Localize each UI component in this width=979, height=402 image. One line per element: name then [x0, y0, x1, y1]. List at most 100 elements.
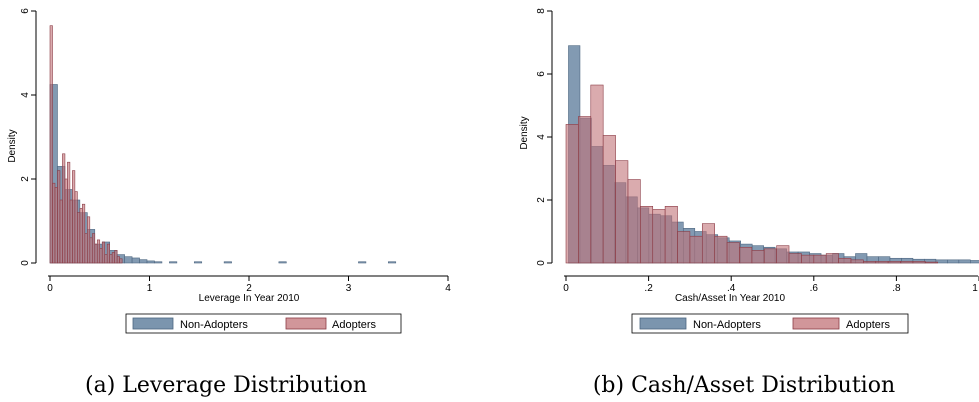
panel-b-xlabel: Cash/Asset In Year 2010: [675, 293, 786, 304]
bar-non-adopters: [223, 261, 232, 264]
panel-a-y-axis: 0 2 4 6: [20, 8, 37, 266]
x-tick-label: .2: [644, 283, 653, 294]
bar-adopters: [813, 254, 827, 264]
panel-a-legend-swatch-non-adopters: [132, 317, 174, 330]
x-tick-label: 0: [47, 283, 53, 294]
bar-adopters: [77, 212, 81, 264]
panel-b-y-axis: 0 2 4 6 8: [536, 8, 553, 266]
bar-adopters: [776, 245, 790, 264]
bar-adopters: [801, 254, 815, 264]
x-tick-label: 1: [147, 283, 153, 294]
panel-a-xlabel: Leverage In Year 2010: [199, 293, 300, 304]
bar-adopters: [96, 239, 101, 264]
bar-adopters: [714, 235, 728, 264]
bar-adopters: [104, 254, 108, 264]
bar-adopters: [116, 256, 120, 264]
bar-adopters: [664, 206, 678, 264]
bar-adopters: [863, 261, 877, 264]
panel-b-x-axis: 0 .2 .4 .6 .8 1: [563, 275, 979, 294]
panel-a-bars: [49, 25, 397, 264]
bar-adopters: [52, 182, 56, 264]
bar-non-adopters: [278, 261, 287, 264]
bar-adopters: [900, 261, 914, 264]
bar-adopters: [701, 223, 715, 264]
bar-adopters: [788, 253, 802, 264]
bar-adopters: [627, 179, 641, 264]
panel-a-caption: (a) Leverage Distribution: [85, 373, 367, 398]
bar-adopters: [689, 235, 703, 264]
bar-adopters: [54, 187, 58, 264]
bar-adopters: [82, 203, 86, 264]
panel-b-legend-swatch-non-adopters: [639, 317, 687, 330]
panel-b-caption: (b) Cash/Asset Distribution: [593, 373, 895, 398]
bar-adopters: [578, 116, 592, 264]
bar-adopters: [67, 161, 71, 264]
y-tick-label: 4: [20, 92, 31, 98]
y-tick-label: 6: [536, 71, 547, 77]
bar-adopters: [875, 261, 889, 264]
y-tick-label: 0: [20, 260, 31, 266]
bar-adopters: [94, 243, 98, 264]
panel-a-legend-box: [125, 313, 402, 334]
bar-adopters: [89, 237, 93, 264]
x-tick-label: 3: [346, 283, 352, 294]
bar-adopters: [74, 191, 78, 264]
bar-adopters: [111, 252, 115, 264]
bar-adopters: [763, 248, 777, 264]
bar-non-adopters: [154, 261, 163, 264]
panel-a-legend-swatch-adopters: [285, 317, 327, 330]
panel-b: 0 .2 .4 .6 .8 1 0 2 4 6 8 Cash/Asset In Year 2010…: [519, 8, 979, 398]
bar-non-adopters: [387, 261, 397, 264]
y-tick-label: 6: [20, 8, 31, 14]
bar-adopters: [57, 170, 61, 264]
y-tick-label: 0: [536, 260, 547, 266]
bar-adopters: [677, 231, 691, 264]
bar-non-adopters: [124, 256, 133, 264]
bar-non-adopters: [970, 260, 979, 264]
x-tick-label: 2: [246, 283, 252, 294]
bar-adopters: [615, 160, 629, 264]
bar-non-adopters: [169, 261, 178, 264]
panel-a: 0 1 2 3 4 0 2 4 6 Leverage In Year 2010 Density…: [7, 8, 451, 398]
bar-adopters: [590, 84, 604, 264]
bar-non-adopters: [193, 261, 203, 264]
bar-adopters: [838, 257, 852, 264]
bar-adopters: [925, 261, 938, 264]
panel-a-x-axis: 0 1 2 3 4: [47, 275, 451, 294]
bar-non-adopters: [131, 257, 140, 264]
panel-b-legend: Non-Adopters Adopters: [631, 313, 909, 334]
bar-adopters: [565, 124, 579, 264]
bar-adopters: [114, 250, 118, 264]
bar-adopters: [84, 233, 88, 264]
panel-a-legend-label-adopters: Adopters: [332, 319, 377, 331]
bar-adopters: [887, 261, 901, 264]
bar-adopters: [640, 206, 654, 264]
x-tick-label: .6: [810, 283, 819, 294]
panel-b-legend-swatch-adopters: [792, 317, 840, 330]
bar-adopters: [72, 170, 76, 264]
bar-non-adopters: [146, 260, 155, 264]
x-tick-label: .4: [727, 283, 736, 294]
bar-adopters: [59, 199, 63, 264]
bar-adopters: [91, 233, 96, 264]
bar-adopters: [62, 153, 66, 264]
x-tick-label: 4: [445, 283, 451, 294]
bar-adopters: [79, 208, 83, 264]
bar-adopters: [912, 261, 926, 264]
bar-adopters: [850, 259, 864, 264]
bar-adopters: [87, 216, 91, 264]
bar-adopters: [99, 248, 103, 264]
bar-adopters: [652, 209, 666, 264]
bar-adopters: [726, 242, 740, 264]
panel-b-ylabel: Density: [519, 116, 530, 149]
bar-adopters: [602, 135, 616, 264]
panel-b-legend-label-non-adopters: Non-Adopters: [693, 319, 761, 331]
bar-adopters: [739, 246, 753, 264]
bar-adopters: [825, 253, 839, 264]
y-tick-label: 4: [536, 134, 547, 140]
panel-b-bars: [565, 45, 979, 264]
panel-a-ylabel: Density: [7, 129, 18, 162]
bar-adopters: [49, 25, 53, 264]
y-tick-label: 8: [536, 8, 547, 14]
